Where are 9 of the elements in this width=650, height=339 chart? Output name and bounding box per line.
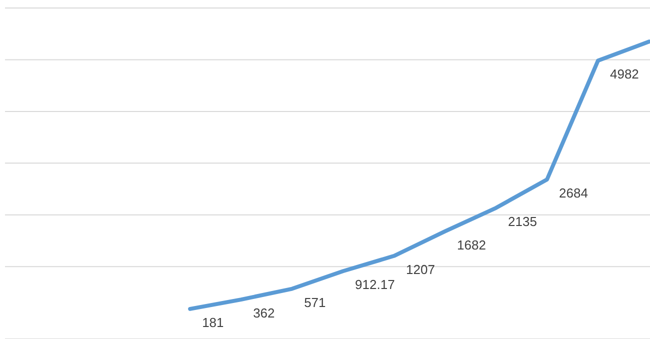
data-label: 1207: [406, 262, 435, 277]
data-label: 1682: [457, 237, 486, 252]
data-label: 2135: [508, 214, 537, 229]
data-label: 362: [253, 306, 275, 321]
data-label: 2684: [559, 186, 588, 200]
data-label: 912.17: [355, 277, 395, 292]
data-label: 4982: [610, 66, 639, 82]
data-label: 181: [202, 314, 224, 330]
data-label: 571: [304, 294, 326, 310]
